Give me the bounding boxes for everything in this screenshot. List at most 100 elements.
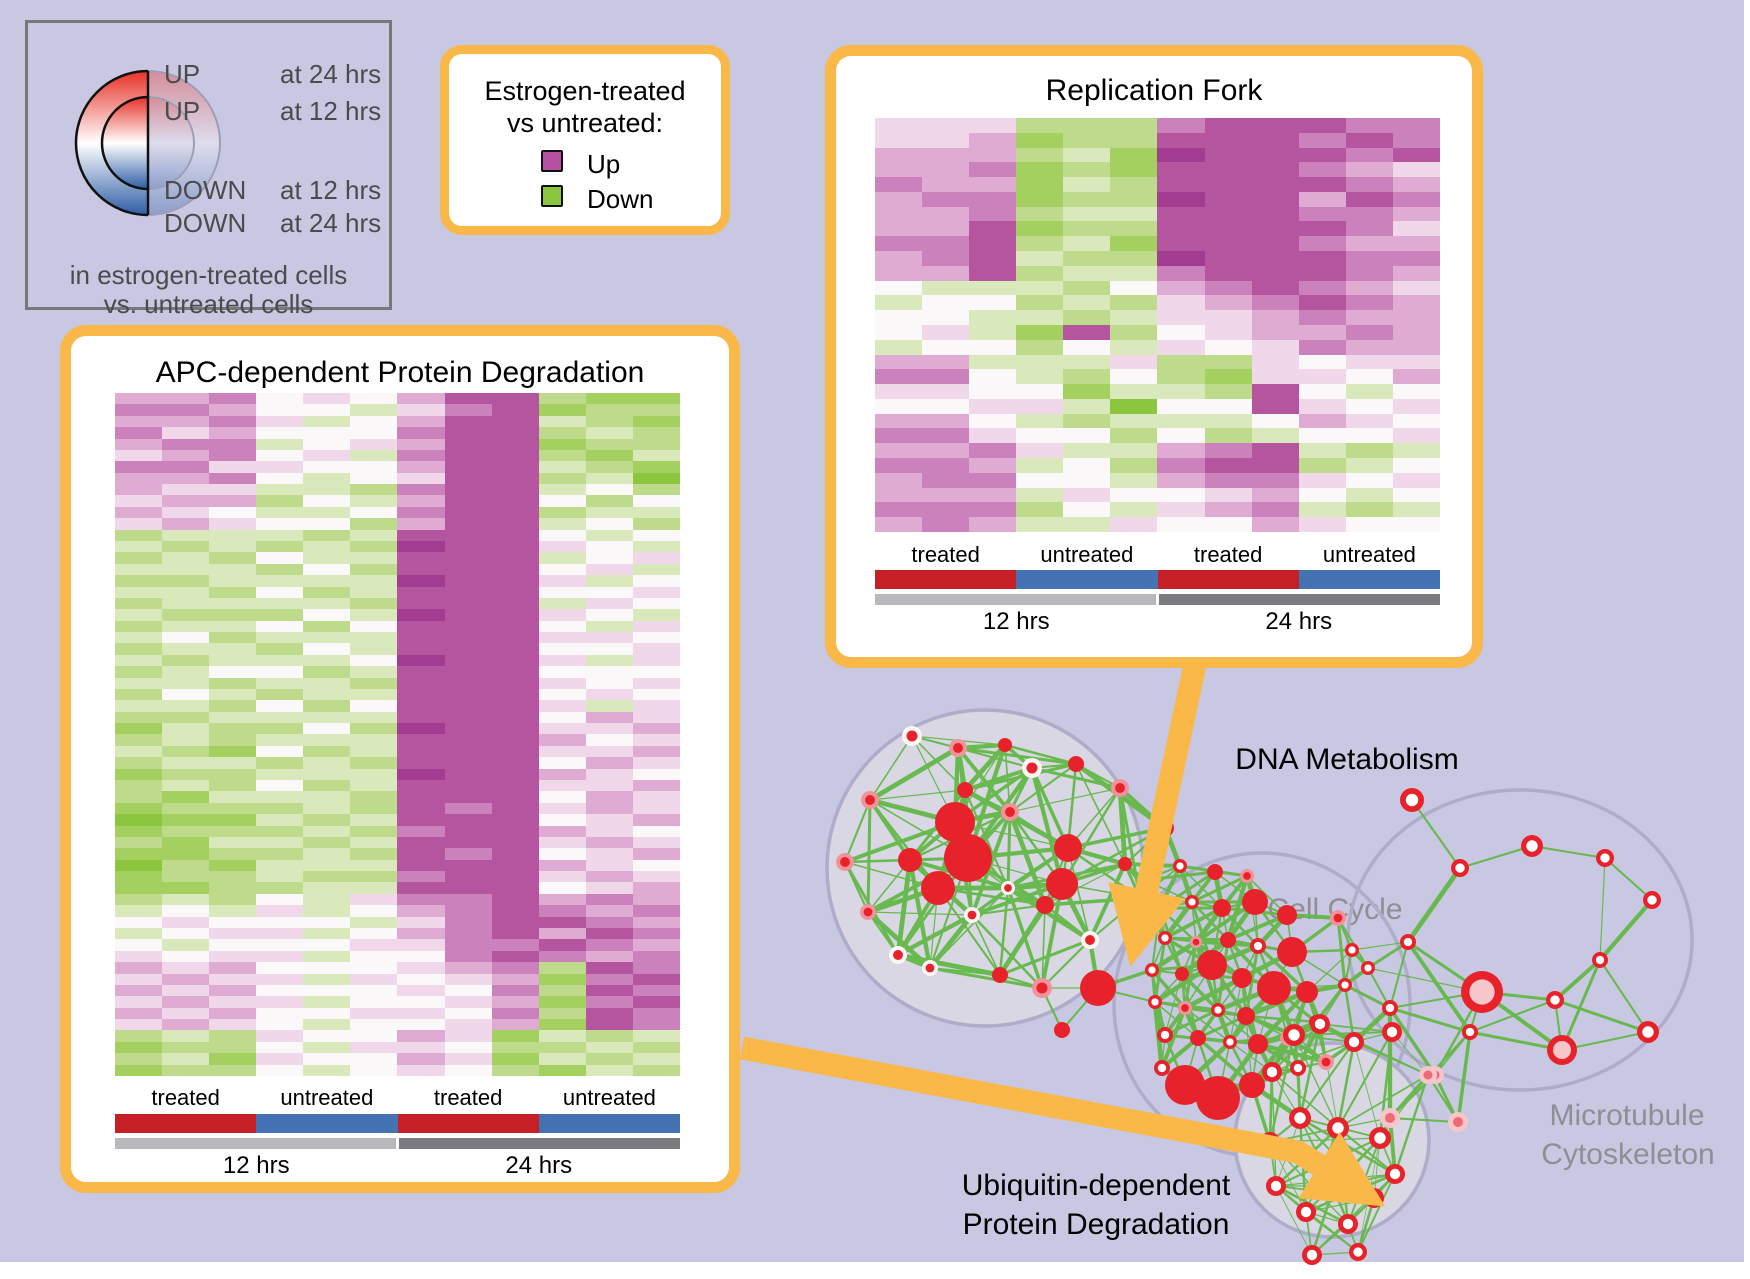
heatmap-cell	[1298, 147, 1346, 163]
heatmap-cell	[397, 916, 445, 929]
heatmap-cell	[115, 825, 163, 837]
heatmap-cell	[632, 950, 680, 963]
heatmap-cell	[538, 632, 586, 644]
heatmap-cell	[585, 552, 633, 564]
heatmap-cell	[1251, 443, 1299, 459]
heatmap-cell	[444, 814, 492, 826]
heatmap-cell	[1110, 221, 1158, 237]
heatmap-cell	[1298, 280, 1346, 296]
heatmap-cell	[491, 1064, 539, 1076]
heatmap-cell	[350, 1007, 398, 1020]
heatmap-cell	[162, 506, 210, 519]
heatmap-cell	[444, 1053, 492, 1065]
heatmap-cell	[585, 905, 633, 917]
heatmap-cell	[922, 354, 970, 370]
heatmap-cell	[162, 700, 210, 712]
heatmap-cell	[350, 643, 398, 655]
heatmap-cell	[491, 768, 539, 781]
heatmap-cell	[538, 848, 586, 860]
heatmap-cell	[969, 265, 1017, 281]
heatmap-cell	[256, 484, 304, 496]
heatmap-cell	[1392, 384, 1440, 399]
heatmap-cell	[209, 791, 257, 803]
heatmap-cell	[303, 597, 351, 610]
heatmap-cell	[115, 1041, 163, 1054]
heatmap-cell	[1251, 502, 1299, 518]
heatmap-cell	[303, 700, 351, 712]
heatmap-cell	[875, 354, 923, 370]
heatmap-cell	[491, 529, 539, 541]
heatmap-cell	[1392, 206, 1440, 222]
heatmap-cell	[585, 893, 633, 906]
heatmap-cell	[1016, 472, 1064, 488]
heatmap-cell	[1345, 398, 1393, 414]
heatmap-cell	[397, 632, 445, 644]
heatmap-cell	[632, 404, 680, 416]
heatmap-cell	[444, 518, 492, 530]
heatmap-cell	[1345, 295, 1393, 311]
legend-up12-time: at 12 hrs	[280, 96, 382, 126]
heatmap-cell	[585, 848, 633, 860]
heatmap-cell	[1110, 487, 1158, 503]
heatmap-cell	[538, 666, 586, 678]
heatmap-cell	[209, 506, 257, 519]
heatmap-cell	[1251, 191, 1299, 207]
heatmap-cell	[1251, 324, 1299, 340]
heatmap-cell	[209, 802, 257, 815]
heatmap-cell	[491, 802, 539, 815]
heatmap-cell	[1110, 280, 1158, 296]
heatmap-cell	[209, 984, 257, 997]
heatmap-cell	[1063, 428, 1111, 444]
heatmap-cell	[397, 666, 445, 678]
heatmap-cell	[303, 882, 351, 894]
heatmap-cell	[303, 540, 351, 553]
heatmap-cell	[115, 461, 163, 473]
apc-title: APC-dependent Protein Degradation	[155, 356, 645, 389]
heatmap-cell	[115, 632, 163, 644]
heatmap-cell	[632, 1007, 680, 1020]
heatmap-cell	[632, 586, 680, 598]
heatmap-cell	[303, 666, 351, 678]
heatmap-cell	[1157, 324, 1205, 340]
heatmap-cell	[115, 893, 163, 906]
heatmap-cell	[585, 768, 633, 781]
heatmap-cell	[1063, 118, 1111, 133]
heatmap-cell	[875, 191, 923, 207]
heatmap-cell	[632, 745, 680, 758]
heatmap-cell	[969, 310, 1017, 325]
heatmap-cell	[1392, 295, 1440, 311]
heatmap-cell	[1157, 384, 1205, 399]
heatmap-cell	[444, 438, 492, 450]
heatmap-cell	[115, 529, 163, 541]
heatmap-cell	[922, 324, 970, 340]
heatmap-cell	[256, 814, 304, 826]
heatmap-cell	[1063, 413, 1111, 429]
heatmap-cell	[303, 950, 351, 963]
heatmap-cell	[162, 438, 210, 450]
down-label: Down	[587, 184, 654, 214]
heatmap-cell	[969, 502, 1017, 518]
condition-label: untreated	[280, 1085, 374, 1110]
heatmap-cell	[585, 1019, 633, 1031]
heatmap-cell	[538, 654, 586, 667]
heatmap-cell	[444, 996, 492, 1008]
heatmap-cell	[162, 643, 210, 655]
heatmap-cell	[397, 609, 445, 621]
heatmap-cell	[115, 1030, 163, 1042]
heatmap-cell	[444, 745, 492, 758]
heatmap-cell	[397, 461, 445, 473]
heatmap-cell	[632, 780, 680, 792]
heatmap-cell	[491, 415, 539, 428]
heatmap-cell	[397, 529, 445, 541]
heatmap-cell	[585, 563, 633, 576]
heatmap-cell	[162, 427, 210, 439]
heatmap-cell	[256, 677, 304, 689]
heatmap-cell	[1251, 265, 1299, 281]
heatmap-cell	[303, 449, 351, 462]
heatmap-cell	[491, 677, 539, 689]
heatmap-cell	[875, 369, 923, 385]
heatmap-cell	[1345, 517, 1393, 532]
heatmap-cell	[303, 768, 351, 781]
heatmap-cell	[162, 996, 210, 1008]
heatmap-cell	[444, 802, 492, 815]
